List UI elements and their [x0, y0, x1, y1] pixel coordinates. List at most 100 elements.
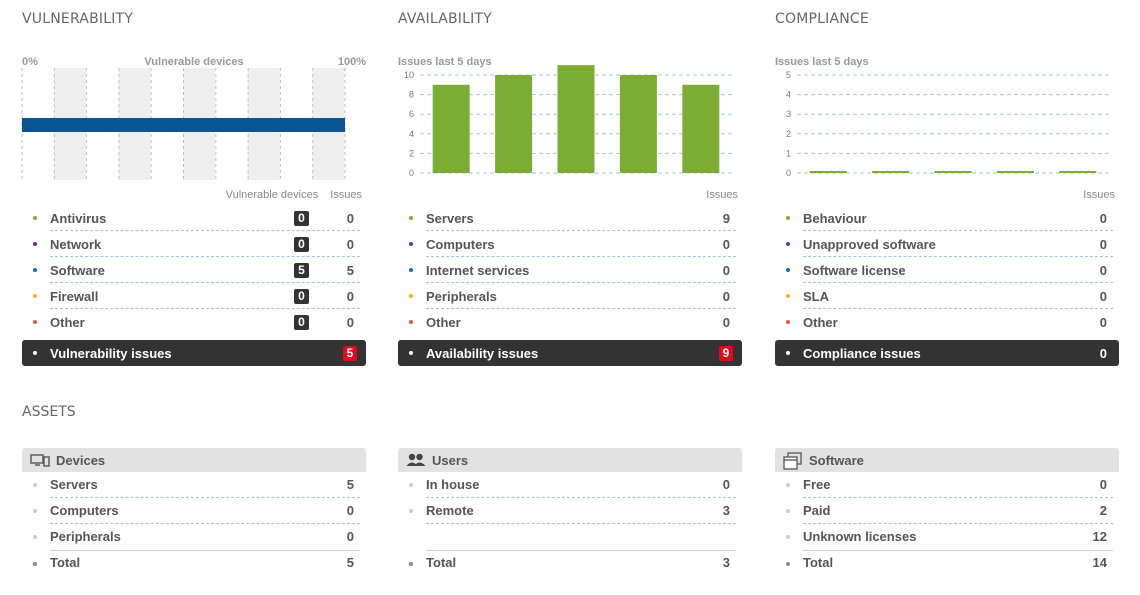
- issues-count: 0: [722, 288, 730, 304]
- devices-list: Servers 5 Computers 0 Peripherals 0 Tota…: [22, 472, 366, 570]
- issues-count: 0: [1099, 314, 1107, 330]
- bullet-icon: [33, 351, 37, 355]
- vulnerability-row-network[interactable]: Network 0 0: [22, 231, 366, 257]
- software-row-free[interactable]: Free 0: [775, 472, 1119, 498]
- users-row-remote[interactable]: Remote 3: [398, 498, 742, 524]
- vulnerability-row-antivirus[interactable]: Antivirus 0 0: [22, 205, 366, 231]
- issues-bar[interactable]: [996, 171, 1034, 173]
- y-tick-label: 8: [409, 90, 414, 100]
- devices-header-label: Devices: [56, 452, 106, 468]
- y-tick-label: 0: [409, 168, 414, 178]
- availability-row-internet-services[interactable]: Internet services 0: [398, 257, 742, 283]
- bullet-icon: [786, 483, 790, 487]
- issues-count: 0: [346, 236, 354, 252]
- issues-count: 0: [1099, 288, 1107, 304]
- y-tick-label: 3: [786, 109, 791, 119]
- bullet-icon: [409, 509, 413, 513]
- row-value: 0: [722, 477, 730, 492]
- y-tick-label: 2: [409, 148, 414, 158]
- issues-bar[interactable]: [557, 65, 595, 173]
- devices-badge: 0: [294, 315, 309, 330]
- summary-badge: 9: [719, 346, 733, 361]
- bullet-icon: [786, 562, 790, 566]
- y-tick-label: 5: [786, 70, 791, 80]
- total-value: 5: [346, 555, 354, 570]
- software-row-paid[interactable]: Paid 2: [775, 498, 1119, 524]
- row-label: In house: [426, 477, 480, 492]
- bullet-icon: [409, 351, 413, 355]
- issues-count: 0: [1099, 236, 1107, 252]
- users-icon: [406, 452, 426, 468]
- row-label: Firewall: [50, 288, 99, 304]
- summary-label: Vulnerability issues: [50, 345, 172, 361]
- availability-title: AVAILABILITY: [398, 11, 492, 27]
- devices-row-servers[interactable]: Servers 5: [22, 472, 366, 498]
- issues-count: 0: [346, 288, 354, 304]
- row-label: Antivirus: [50, 210, 107, 226]
- users-row-in-house[interactable]: In house 0: [398, 472, 742, 498]
- availability-list: Servers 9 Computers 0 Internet services …: [398, 205, 742, 335]
- vulnerability-row-software[interactable]: Software 5 5: [22, 257, 366, 283]
- issues-count: 0: [1099, 262, 1107, 278]
- vulnerability-title: VULNERABILITY: [22, 11, 134, 27]
- availability-row-peripherals[interactable]: Peripherals 0: [398, 283, 742, 309]
- y-tick-label: 0: [786, 168, 791, 178]
- issues-bar[interactable]: [619, 75, 657, 173]
- devices-row-computers[interactable]: Computers 0: [22, 498, 366, 524]
- bullet-icon: [409, 483, 413, 487]
- issues-count: 9: [722, 210, 730, 226]
- vulnerability-chart-svg: 0% Vulnerable devices 100%: [21, 56, 366, 180]
- devices-row-peripherals[interactable]: Peripherals 0: [22, 524, 366, 550]
- availability-row-servers[interactable]: Servers 9: [398, 205, 742, 231]
- bullet-icon: [33, 483, 37, 487]
- compliance-issues-summary[interactable]: Compliance issues 0: [775, 340, 1119, 366]
- total-value: 14: [1092, 555, 1107, 570]
- availability-row-computers[interactable]: Computers 0: [398, 231, 742, 257]
- issues-bar[interactable]: [432, 84, 470, 173]
- users-total-row: Total 3: [398, 550, 742, 574]
- users-header[interactable]: Users: [398, 448, 742, 472]
- row-label: Software: [50, 262, 105, 278]
- issues-bar[interactable]: [934, 171, 972, 173]
- availability-issues-summary[interactable]: Availability issues 9: [398, 340, 742, 366]
- row-value: 12: [1092, 529, 1107, 544]
- issues-bar[interactable]: [809, 171, 847, 173]
- software-header[interactable]: Software: [775, 448, 1119, 472]
- issues-bar[interactable]: [1059, 171, 1097, 173]
- software-row-unknown-licenses[interactable]: Unknown licenses 12: [775, 524, 1119, 550]
- compliance-row-behaviour[interactable]: Behaviour 0: [775, 205, 1119, 231]
- row-label: Unknown licenses: [803, 529, 917, 544]
- row-label: Free: [803, 477, 831, 492]
- vulnerability-list: Antivirus 0 0 Network 0 0 Software 5 5 F…: [22, 205, 366, 335]
- vulnerability-row-firewall[interactable]: Firewall 0 0: [22, 283, 366, 309]
- vulnerable-devices-bar[interactable]: [22, 118, 345, 132]
- y-tick-label: 1: [786, 148, 791, 158]
- bullet-icon: [409, 562, 413, 566]
- total-value: 3: [722, 555, 730, 570]
- vulnerability-row-other[interactable]: Other 0 0: [22, 309, 366, 335]
- monitor-icon: [30, 452, 50, 468]
- devices-total-row: Total 5: [22, 550, 366, 574]
- availability-chart: Issues last 5 days 0 2 4 6 8 10: [398, 50, 742, 190]
- bullet-icon: [33, 242, 37, 246]
- compliance-row-unapproved-software[interactable]: Unapproved software 0: [775, 231, 1119, 257]
- devices-header[interactable]: Devices: [22, 448, 366, 472]
- issues-bar[interactable]: [495, 75, 533, 173]
- vulnerability-column-headers: Vulnerable devices Issues: [226, 189, 366, 201]
- row-value: 3: [722, 503, 730, 518]
- devices-badge: 0: [294, 289, 309, 304]
- availability-row-other[interactable]: Other 0: [398, 309, 742, 335]
- row-value: 0: [1099, 477, 1107, 492]
- compliance-row-other[interactable]: Other 0: [775, 309, 1119, 335]
- compliance-chart-svg: Issues last 5 days 0 1 2 3 4 5: [775, 56, 1109, 178]
- compliance-column-headers: Issues: [1083, 189, 1119, 201]
- issues-bar[interactable]: [682, 84, 720, 173]
- vulnerability-issues-summary[interactable]: Vulnerability issues 5: [22, 340, 366, 366]
- compliance-row-software-license[interactable]: Software license 0: [775, 257, 1119, 283]
- assets-title: ASSETS: [22, 404, 76, 420]
- total-label: Total: [50, 555, 81, 570]
- row-label: Remote: [426, 503, 474, 518]
- y-tick-label: 10: [404, 70, 414, 80]
- compliance-row-sla[interactable]: SLA 0: [775, 283, 1119, 309]
- issues-bar[interactable]: [872, 171, 910, 173]
